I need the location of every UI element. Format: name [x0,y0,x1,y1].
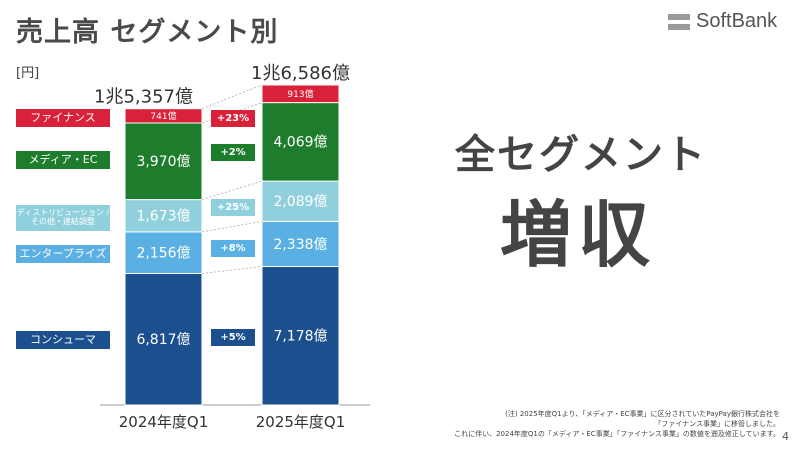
segment-connector [201,221,263,233]
growth-badge: +8% [211,240,255,257]
footnote-line1: (注) 2025年度Q1より、「メディア・EC事業」に区分されていたPayPay… [505,410,780,418]
bar-value-label: 3,970億 [136,154,190,170]
segment-label: エンタープライズ [16,245,110,263]
category-tick-label: 2024年度Q1 [119,413,209,431]
bar-total-label: 1兆6,586億 [251,63,350,84]
bar-segment [261,84,340,104]
bar-segment [261,102,340,182]
bar-segment [124,108,203,124]
bar-value-label: 741億 [150,110,176,122]
logo-bars-icon [668,13,690,30]
bar-value-label: 2,338億 [273,237,327,253]
category-tick-label: 2025年度Q1 [256,413,346,431]
logo-text: SoftBank [696,10,778,32]
segment-label: メディア・EC [16,151,110,169]
bar-segment [124,199,203,233]
segment-label-line: ディストリビューション / [16,208,110,218]
growth-badge: +25% [211,199,255,216]
segment-connector [201,266,263,274]
bar-segment [261,266,340,406]
bar-value-label: 7,178億 [273,329,327,345]
segment-label: ファイナンス [16,109,110,127]
segment-label: コンシューマ [16,331,110,349]
bar-value-label: 1,673億 [136,209,190,225]
bar-segment [124,122,203,201]
bar-value-label: 913億 [287,88,313,100]
bar-value-label: 4,069億 [273,135,327,151]
growth-badge: +5% [211,329,255,346]
segment-label-line: その他・連結調整 [31,217,95,226]
bar-value-label: 2,089億 [273,194,327,210]
page-title: 売上高 セグメント別 [16,17,279,48]
segment-connector [201,84,263,110]
segment-connector [201,180,263,200]
bar-total-label: 1兆5,357億 [94,87,193,108]
page-number: 4 [782,430,789,443]
growth-badge: +23% [211,110,255,127]
bar-segment [124,272,203,406]
growth-badge: +2% [211,144,255,161]
footnote: (注) 2025年度Q1より、「メディア・EC事業」に区分されていたPayPay… [420,410,780,439]
headline-line1: 全セグメント [455,132,707,178]
footnote-line3: これに伴い、2024年度Q1の「メディア・EC事業」「ファイナンス事業」の数値を… [454,429,780,438]
unit-label: [円] [16,66,40,81]
footnote-line2: 「ファイナンス事業」に移管しました。 [654,419,780,428]
headline-line2: 増収 [500,193,657,277]
bar-value-label: 6,817億 [136,332,190,348]
segment-connector [201,102,263,124]
softbank-logo: SoftBank [668,10,777,33]
segment-label: ディストリビューション / その他・連結調整 [16,205,110,231]
bar-value-label: 2,156億 [136,246,190,262]
bar-segment [124,231,203,274]
